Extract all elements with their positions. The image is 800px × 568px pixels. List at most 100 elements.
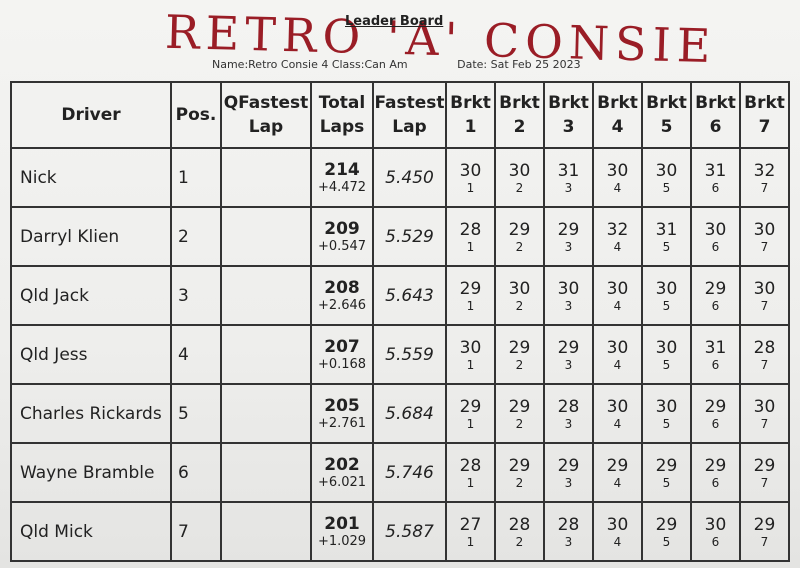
bracket-number: 1: [466, 298, 475, 313]
bracket-number: 4: [613, 298, 622, 313]
bracket-cell: 29 6: [690, 265, 741, 326]
qfastest-lap: [220, 147, 312, 208]
bracket-number: 1: [466, 239, 475, 254]
bracket-laps: 30: [704, 514, 727, 535]
gap: +6.021: [317, 475, 367, 490]
fastest-lap: 5.587: [372, 501, 447, 562]
column-header: Brkt 3: [543, 81, 594, 149]
bracket-number: 5: [662, 475, 671, 490]
bracket-number: 6: [711, 239, 720, 254]
bracket-cell: 30 7: [739, 383, 790, 444]
bracket-cell: 31 5: [641, 206, 692, 267]
bracket-laps: 31: [655, 219, 678, 240]
bracket-laps: 32: [606, 219, 629, 240]
bracket-cell: 31 6: [690, 147, 741, 208]
bracket-laps: 28: [508, 514, 531, 535]
bracket-number: 7: [760, 416, 769, 431]
bracket-laps: 31: [704, 160, 727, 181]
bracket-cell: 32 4: [592, 206, 643, 267]
bracket-number: 7: [760, 475, 769, 490]
bracket-cell: 29 3: [543, 206, 594, 267]
bracket-number: 5: [662, 357, 671, 372]
column-header: Total Laps: [310, 81, 374, 149]
position: 3: [170, 265, 222, 326]
bracket-laps: 30: [606, 278, 629, 299]
bracket-number: 4: [613, 416, 622, 431]
bracket-laps: 29: [557, 455, 580, 476]
bracket-cell: 29 5: [641, 501, 692, 562]
bracket-cell: 31 6: [690, 324, 741, 385]
race-name: Name:Retro Consie 4 Class:Can Am: [212, 58, 408, 71]
driver-name: Qld Mick: [10, 501, 172, 562]
race-date: Date: Sat Feb 25 2023: [457, 58, 581, 71]
total-laps: 209: [324, 219, 360, 239]
bracket-number: 5: [662, 534, 671, 549]
bracket-number: 6: [711, 298, 720, 313]
column-header: Brkt 5: [641, 81, 692, 149]
bracket-cell: 30 6: [690, 206, 741, 267]
bracket-laps: 29: [753, 514, 776, 535]
bracket-laps: 32: [753, 160, 776, 181]
bracket-cell: 29 7: [739, 501, 790, 562]
driver-row: Qld Jess 4 207 +0.168 5.559 30 1 29 2 29 3 30 4 30 5 31…: [10, 324, 790, 385]
column-header: Fastest Lap: [372, 81, 447, 149]
driver-row: Qld Mick 7 201 +1.029 5.587 27 1 28 2 28 3 30 4 29 5 30…: [10, 501, 790, 562]
bracket-cell: 30 7: [739, 206, 790, 267]
qfastest-lap: [220, 324, 312, 385]
gap: +0.168: [317, 357, 367, 372]
bracket-laps: 29: [704, 396, 727, 417]
bracket-cell: 30 4: [592, 324, 643, 385]
bracket-cell: 30 1: [445, 147, 496, 208]
qfastest-lap: [220, 442, 312, 503]
total-laps-cell: 205 +2.761: [310, 383, 374, 444]
leaderboard-table: Driver Pos. QFastest Lap Total Laps Fastest …: [10, 81, 790, 562]
bracket-number: 2: [515, 475, 524, 490]
bracket-number: 5: [662, 239, 671, 254]
bracket-laps: 29: [704, 455, 727, 476]
total-laps-cell: 208 +2.646: [310, 265, 374, 326]
bracket-laps: 30: [508, 278, 531, 299]
total-laps-cell: 202 +6.021: [310, 442, 374, 503]
bracket-number: 3: [564, 180, 573, 195]
header-row: Driver Pos. QFastest Lap Total Laps Fastest …: [10, 81, 790, 149]
column-header: Brkt 2: [494, 81, 545, 149]
bracket-number: 6: [711, 475, 720, 490]
bracket-number: 5: [662, 416, 671, 431]
bracket-laps: 30: [655, 337, 678, 358]
column-header: Pos.: [170, 81, 222, 149]
bracket-number: 3: [564, 239, 573, 254]
bracket-laps: 28: [557, 514, 580, 535]
bracket-number: 7: [760, 239, 769, 254]
driver-name: Qld Jess: [10, 324, 172, 385]
bracket-cell: 29 3: [543, 442, 594, 503]
driver-row: Charles Rickards 5 205 +2.761 5.684 29 1 29 2 28 3…: [10, 383, 790, 444]
bracket-laps: 29: [606, 455, 629, 476]
bracket-cell: 30 5: [641, 383, 692, 444]
bracket-number: 4: [613, 357, 622, 372]
bracket-number: 4: [613, 475, 622, 490]
position: 2: [170, 206, 222, 267]
bracket-number: 5: [662, 298, 671, 313]
bracket-laps: 28: [459, 455, 482, 476]
position: 1: [170, 147, 222, 208]
bracket-cell: 32 7: [739, 147, 790, 208]
bracket-number: 7: [760, 298, 769, 313]
bracket-number: 2: [515, 298, 524, 313]
bracket-number: 2: [515, 239, 524, 254]
driver-row: Wayne Bramble 6 202 +6.021 5.746 28 1 29 2 29 3 29 4…: [10, 442, 790, 503]
driver-name: Darryl Klien: [10, 206, 172, 267]
position: 6: [170, 442, 222, 503]
bracket-cell: 30 3: [543, 265, 594, 326]
bracket-number: 3: [564, 357, 573, 372]
bracket-laps: 31: [557, 160, 580, 181]
qfastest-lap: [220, 265, 312, 326]
bracket-cell: 30 1: [445, 324, 496, 385]
bracket-number: 4: [613, 180, 622, 195]
table-body: Nick 1 214 +4.472 5.450 30 1 30 2 31 3 30 4 30 5 31 6 32 7…: [10, 147, 790, 562]
bracket-cell: 29 7: [739, 442, 790, 503]
bracket-number: 3: [564, 534, 573, 549]
bracket-laps: 29: [508, 337, 531, 358]
bracket-number: 6: [711, 416, 720, 431]
fastest-lap: 5.450: [372, 147, 447, 208]
driver-name: Nick: [10, 147, 172, 208]
